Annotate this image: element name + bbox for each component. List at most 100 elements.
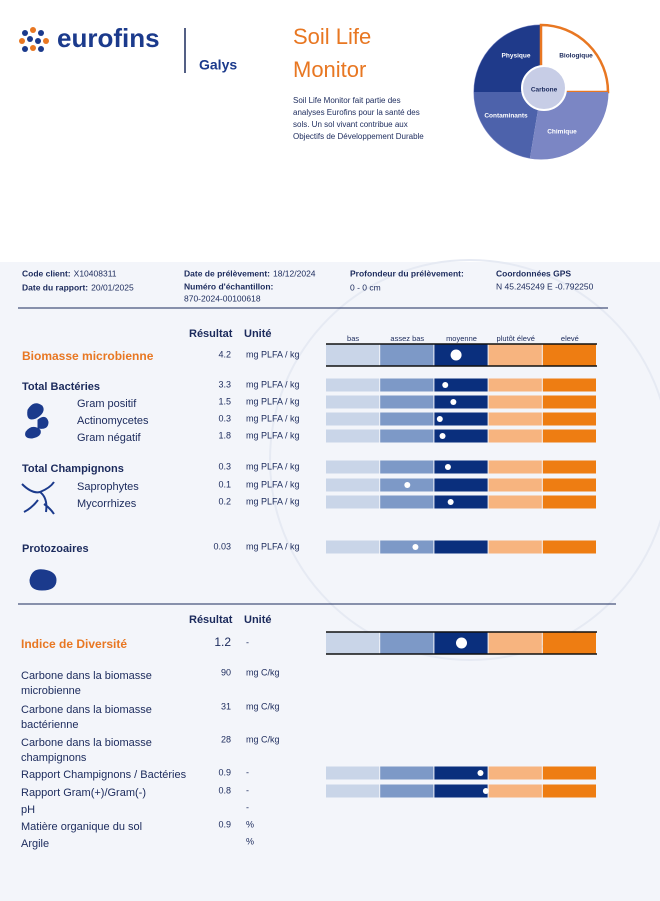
gauge-segment bbox=[434, 495, 488, 509]
gauge-segment bbox=[542, 429, 596, 443]
row-unit: mg PLFA / kg bbox=[246, 430, 300, 440]
gauge-segment bbox=[542, 344, 596, 366]
column-header: Résultat bbox=[189, 614, 233, 626]
row-value: 0.03 bbox=[213, 541, 231, 551]
title: Soil Life bbox=[293, 24, 371, 49]
logo: eurofins bbox=[57, 23, 160, 53]
row-unit: mg PLFA / kg bbox=[246, 396, 300, 406]
row-value: 3.3 bbox=[218, 379, 231, 389]
gauge-segment bbox=[542, 784, 596, 798]
puzzle-label: Physique bbox=[502, 53, 531, 60]
puzzle-label: Biologique bbox=[559, 53, 593, 60]
gauge-segment bbox=[380, 395, 434, 409]
puzzle-label: Carbone bbox=[531, 87, 558, 94]
row-name: microbienne bbox=[21, 685, 81, 697]
row-unit: mg C/kg bbox=[246, 667, 280, 677]
row-value: 0.1 bbox=[218, 479, 231, 489]
gauge-segment bbox=[542, 495, 596, 509]
row-name: champignons bbox=[21, 752, 87, 764]
row-name: Biomasse microbienne bbox=[22, 349, 154, 363]
gauge-segment bbox=[326, 460, 380, 474]
gauge-segment bbox=[380, 540, 434, 554]
row-unit: mg PLFA / kg bbox=[246, 479, 300, 489]
brand: Galys bbox=[199, 57, 237, 73]
row-name: Protozoaires bbox=[22, 543, 89, 555]
gauge-marker bbox=[439, 433, 446, 439]
row-name: Actinomycetes bbox=[77, 415, 149, 427]
row-name: Total Bactéries bbox=[22, 381, 100, 393]
column-header: Unité bbox=[244, 614, 272, 626]
protozoa-icon bbox=[29, 569, 57, 591]
gauge-segment bbox=[380, 412, 434, 426]
row-value: 1.2 bbox=[214, 635, 231, 649]
row-unit: mg PLFA / kg bbox=[246, 413, 300, 423]
gauge-segment bbox=[326, 784, 380, 798]
row-value: 0.3 bbox=[218, 413, 231, 423]
gauge-segment bbox=[542, 460, 596, 474]
gauge-segment bbox=[434, 429, 488, 443]
description: Objectifs de Développement Durable bbox=[293, 132, 424, 141]
gauge-segment bbox=[326, 378, 380, 392]
gauge-segment bbox=[380, 784, 434, 798]
info-label: Date du rapport: bbox=[22, 282, 88, 292]
row-name: Saprophytes bbox=[77, 481, 139, 493]
row-unit: mg C/kg bbox=[246, 734, 280, 744]
gauge-segment bbox=[380, 766, 434, 780]
gauge-segment bbox=[542, 412, 596, 426]
gauge-segment bbox=[380, 460, 434, 474]
description: sols. Un sol vivant contribue aux bbox=[293, 120, 408, 129]
scale-label: bas bbox=[347, 334, 359, 343]
row-name: Rapport Champignons / Bactéries bbox=[21, 769, 187, 781]
gauge-segment bbox=[488, 766, 542, 780]
info-label: Profondeur du prélèvement: bbox=[350, 268, 464, 278]
row-value: 4.2 bbox=[218, 349, 231, 359]
gauge-segment bbox=[488, 429, 542, 443]
gauge-segment bbox=[326, 395, 380, 409]
gauge-segment bbox=[380, 378, 434, 392]
gauge-segment bbox=[488, 412, 542, 426]
gauge-marker bbox=[436, 416, 443, 422]
row-unit: - bbox=[246, 637, 249, 647]
gauge-segment bbox=[326, 344, 380, 366]
row-name: Carbone dans la biomasse bbox=[21, 670, 152, 682]
row-value: 31 bbox=[221, 701, 231, 711]
gauge-segment bbox=[434, 784, 488, 798]
row-name: Mycorrhizes bbox=[77, 498, 137, 510]
gauge-marker bbox=[477, 770, 484, 776]
gauge-marker bbox=[447, 499, 454, 505]
row-unit: mg PLFA / kg bbox=[246, 496, 300, 506]
row-value: 1.8 bbox=[218, 430, 231, 440]
row-name: Carbone dans la biomasse bbox=[21, 737, 152, 749]
scale-label: elevé bbox=[561, 334, 579, 343]
gauge-segment bbox=[488, 344, 542, 366]
info-value: 18/12/2024 bbox=[273, 268, 316, 278]
scale-label: assez bas bbox=[390, 334, 424, 343]
decor bbox=[269, 259, 660, 661]
info-label: Coordonnées GPS bbox=[496, 268, 571, 278]
description: Soil Life Monitor fait partie des bbox=[293, 96, 401, 105]
row-value: 1.5 bbox=[218, 396, 231, 406]
gauge-segment bbox=[488, 495, 542, 509]
gauge-segment bbox=[542, 766, 596, 780]
row-unit: - bbox=[246, 767, 249, 777]
gauge-segment bbox=[380, 344, 434, 366]
row-name: Carbone dans la biomasse bbox=[21, 704, 152, 716]
info-value: N 45.245249 E -0.792250 bbox=[496, 281, 594, 291]
gauge-segment bbox=[434, 540, 488, 554]
logo-icon bbox=[19, 27, 49, 52]
gauge-marker bbox=[404, 482, 411, 488]
gauge-segment bbox=[488, 632, 542, 654]
gauge-marker bbox=[442, 382, 449, 388]
gauge-segment bbox=[434, 766, 488, 780]
column-header: Unité bbox=[244, 328, 272, 340]
info-value: 0 - 0 cm bbox=[350, 282, 381, 292]
gauge-segment bbox=[380, 495, 434, 509]
gauge-marker bbox=[444, 464, 451, 470]
row-value: 90 bbox=[221, 667, 231, 677]
gauge-segment bbox=[488, 460, 542, 474]
info-label: Numéro d'échantillon: bbox=[184, 281, 274, 291]
row-value: 0.9 bbox=[218, 767, 231, 777]
gauge-segment bbox=[326, 412, 380, 426]
gauge-marker bbox=[450, 399, 457, 405]
bacteria-icon bbox=[25, 403, 49, 439]
